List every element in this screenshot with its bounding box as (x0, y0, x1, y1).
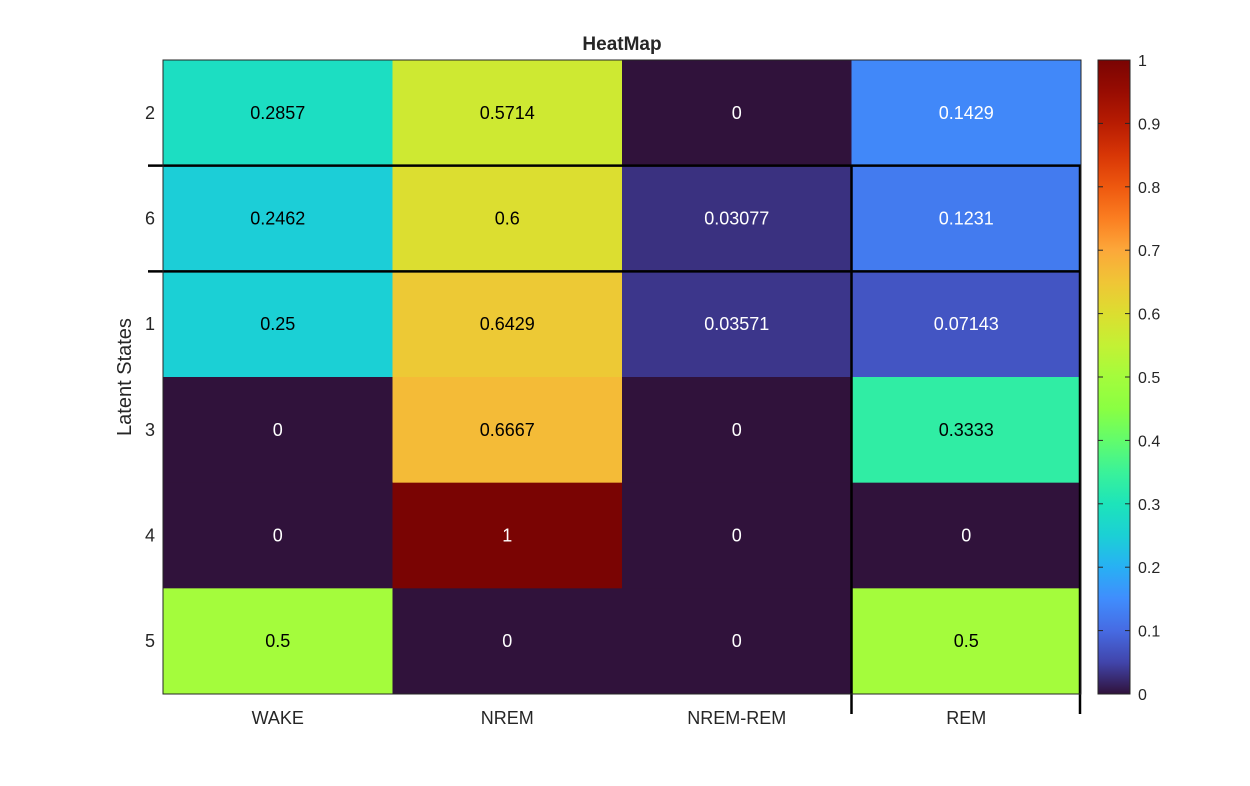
heatmap-cell (851, 271, 1082, 378)
heatmap-cell (851, 60, 1082, 167)
heatmap-cell (851, 482, 1082, 589)
colorbar-tick-label: 0.8 (1138, 180, 1160, 197)
colorbar-ticks: 0 0.1 0.2 0.3 0.4 0.5 0.6 0.7 0.8 0.9 1 (1098, 53, 1160, 704)
cell-value-label: 0 (732, 526, 742, 546)
cell-value-label: 0 (273, 420, 283, 440)
colorbar-tick-label: 0.9 (1138, 116, 1160, 133)
heatmap-cell (851, 377, 1082, 484)
cell-value-label: 0.25 (260, 314, 295, 334)
colorbar-tick-label: 0.2 (1138, 560, 1160, 577)
heatmap-cell (163, 165, 393, 272)
heatmap-cell (851, 588, 1082, 695)
y-tick-label: 4 (145, 526, 155, 546)
colorbar-tick-label: 0.4 (1138, 433, 1160, 450)
colorbar (1097, 59, 1131, 695)
heatmap-cell (163, 271, 393, 378)
heatmap-cell (392, 377, 623, 484)
cell-value-label: 0.5 (954, 631, 979, 651)
cell-value-label: 0.1231 (939, 209, 994, 229)
cell-value-label: 0.3333 (939, 420, 994, 440)
cell-value-label: 0.2857 (250, 103, 305, 123)
y-tick-label: 1 (145, 314, 155, 334)
region-separators (148, 164, 1082, 714)
heatmap-cell (163, 588, 393, 695)
heatmap-cell (851, 165, 1082, 272)
plot-border (162, 59, 1082, 695)
heatmap-cell (163, 60, 393, 167)
y-tick-label: 5 (145, 631, 155, 651)
cell-value-label: 1 (502, 526, 512, 546)
heatmap-cell (622, 588, 852, 695)
colorbar-tick-label: 1 (1138, 53, 1147, 70)
y-axis-ticks: 2 6 1 3 4 5 (145, 103, 155, 651)
y-tick-label: 3 (145, 420, 155, 440)
cell-value-label: 0 (732, 103, 742, 123)
colorbar-tick-label: 0.3 (1138, 497, 1160, 514)
cell-value-label: 0.03571 (704, 314, 769, 334)
cell-value-label: 0 (732, 631, 742, 651)
heatmap-cell (392, 588, 623, 695)
cell-value-label: 0.6429 (480, 314, 535, 334)
cell-value-label: 0.5 (265, 631, 290, 651)
y-tick-label: 6 (145, 209, 155, 229)
cell-value-label: 0 (961, 526, 971, 546)
heatmap-cell (163, 482, 393, 589)
x-tick-label: NREM (481, 708, 534, 728)
heatmap-cell (622, 377, 852, 484)
heatmap-cell (392, 60, 623, 167)
colorbar-tick-label: 0.7 (1138, 243, 1160, 260)
colorbar-tick-label: 0.6 (1138, 307, 1160, 324)
x-axis-ticks: WAKE NREM NREM-REM REM (252, 708, 987, 728)
colorbar-tick-label: 0.1 (1138, 624, 1160, 641)
cell-value-label: 0.03077 (704, 209, 769, 229)
cell-value-label: 0.6667 (480, 420, 535, 440)
cell-value-label: 0 (502, 631, 512, 651)
heatmap-cell (622, 482, 852, 589)
cell-value-label: 0.5714 (480, 103, 535, 123)
x-tick-label: REM (946, 708, 986, 728)
y-axis-label: Latent States (114, 318, 136, 436)
cell-value-label: 0 (732, 420, 742, 440)
heatmap-cell (392, 482, 623, 589)
heatmap-cell (163, 377, 393, 484)
cell-value-label: 0.1429 (939, 103, 994, 123)
x-tick-label: WAKE (252, 708, 304, 728)
y-tick-label: 2 (145, 103, 155, 123)
x-tick-label: NREM-REM (687, 708, 786, 728)
cell-value-label: 0.6 (495, 209, 520, 229)
heatmap-cell (622, 165, 852, 272)
colorbar-tick-label: 0.5 (1138, 370, 1160, 387)
heatmap-cell (392, 271, 623, 378)
heatmap-cell (622, 271, 852, 378)
heatmap-cell (392, 165, 623, 272)
heatmap-cell (622, 60, 852, 167)
heatmap-cells: 0.2857 0.5714 0 0.1429 0.2462 0.6 0.03077 0.123… (163, 60, 1082, 695)
chart-title: HeatMap (582, 34, 661, 55)
colorbar-tick-label: 0 (1138, 687, 1147, 704)
cell-value-label: 0.2462 (250, 209, 305, 229)
cell-value-label: 0.07143 (934, 314, 999, 334)
cell-value-label: 0 (273, 526, 283, 546)
